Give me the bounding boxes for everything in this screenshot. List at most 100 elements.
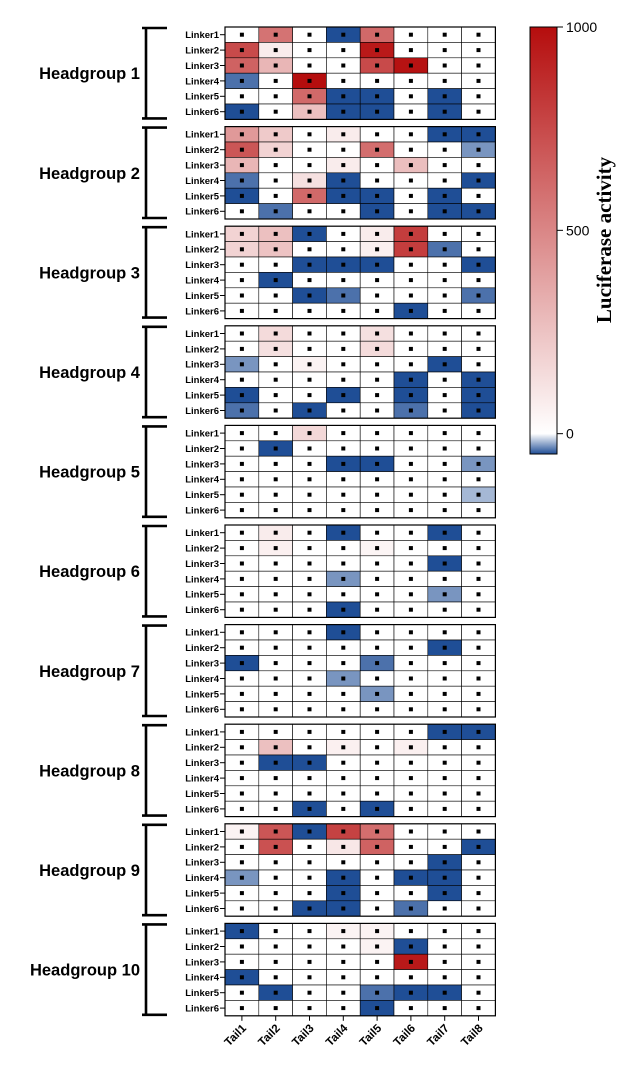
cell-marker xyxy=(273,362,278,367)
cell-marker xyxy=(442,492,447,497)
tail-axis: Tail1 Tail2 Tail3 Tail4 Tail5 Tail6 Tail7 Tail8 xyxy=(223,1015,486,1049)
cell-marker xyxy=(442,48,447,53)
cell-marker xyxy=(341,32,346,37)
cell-marker xyxy=(442,293,447,298)
cell-marker xyxy=(375,530,380,535)
cell-marker xyxy=(273,431,278,436)
cell-marker xyxy=(341,760,346,765)
cell-marker xyxy=(273,408,278,413)
cell-marker xyxy=(273,607,278,612)
cell-marker xyxy=(239,178,244,183)
cell-marker xyxy=(442,891,447,896)
linker-label: Linker4 xyxy=(185,276,220,287)
cell-marker xyxy=(375,331,380,336)
cell-marker xyxy=(239,94,244,99)
cell-marker xyxy=(375,362,380,367)
tail-label: Tail1 xyxy=(223,1022,250,1049)
cell-marker xyxy=(375,446,380,451)
cell-marker xyxy=(239,729,244,734)
cell-marker xyxy=(307,561,312,566)
cell-marker xyxy=(239,308,244,313)
heatmap-panels: Linker1 Linker2 Linker3 Linker4 Linker5 Linke… xyxy=(30,26,496,1017)
cell-marker xyxy=(375,247,380,252)
cell-marker xyxy=(341,661,346,666)
cell-marker xyxy=(442,929,447,934)
cell-marker xyxy=(476,147,481,152)
cell-marker xyxy=(341,431,346,436)
cell-marker xyxy=(341,729,346,734)
cell-marker xyxy=(375,592,380,597)
cell-marker xyxy=(476,431,481,436)
cell-marker xyxy=(273,729,278,734)
headgroup-bracket xyxy=(142,524,167,618)
cell-marker xyxy=(273,492,278,497)
cell-marker xyxy=(307,676,312,681)
cell-marker xyxy=(476,891,481,896)
cell-marker xyxy=(239,791,244,796)
cell-marker xyxy=(239,645,244,650)
cell-marker xyxy=(239,661,244,666)
linker-label: Linker1 xyxy=(185,927,220,938)
cell-marker xyxy=(239,293,244,298)
cell-marker xyxy=(341,508,346,513)
cell-marker xyxy=(408,729,413,734)
cell-marker xyxy=(408,209,413,214)
cell-marker xyxy=(476,630,481,635)
cell-marker xyxy=(375,691,380,696)
cell-marker xyxy=(476,607,481,612)
cell-marker xyxy=(442,729,447,734)
headgroup-label: Headgroup 4 xyxy=(39,364,141,382)
headgroup-label: Headgroup 10 xyxy=(30,962,140,980)
cell-marker xyxy=(239,944,244,949)
cell-marker xyxy=(375,163,380,168)
cell-marker xyxy=(341,446,346,451)
cell-marker xyxy=(476,959,481,964)
cell-marker xyxy=(239,860,244,865)
cell-marker xyxy=(341,745,346,750)
cell-marker xyxy=(375,944,380,949)
cell-marker xyxy=(307,377,312,382)
cell-marker xyxy=(307,408,312,413)
cell-marker xyxy=(341,691,346,696)
cell-marker xyxy=(375,231,380,236)
cell-marker xyxy=(273,231,278,236)
cell-marker xyxy=(476,362,481,367)
cell-marker xyxy=(307,829,312,834)
cell-marker xyxy=(442,959,447,964)
cell-marker xyxy=(273,346,278,351)
cell-marker xyxy=(375,178,380,183)
linker-label: Linker2 xyxy=(185,743,219,754)
cell-marker xyxy=(476,393,481,398)
cell-marker xyxy=(273,929,278,934)
cell-marker xyxy=(442,32,447,37)
linker-label: Linker5 xyxy=(185,391,220,402)
cell-marker xyxy=(273,906,278,911)
headgroup-panel: Linker1 Linker2 Linker3 Linker4 Linker5 Linke… xyxy=(30,922,496,1017)
cell-marker xyxy=(408,508,413,513)
cell-marker xyxy=(273,32,278,37)
cell-marker xyxy=(442,829,447,834)
headgroup-bracket xyxy=(142,823,167,917)
cell-marker xyxy=(375,645,380,650)
cell-marker xyxy=(442,109,447,114)
cell-marker xyxy=(239,231,244,236)
cell-marker xyxy=(239,109,244,114)
cell-marker xyxy=(375,630,380,635)
cell-marker xyxy=(341,576,346,581)
cell-marker xyxy=(239,331,244,336)
cell-marker xyxy=(307,645,312,650)
cell-marker xyxy=(239,78,244,83)
linker-label: Linker1 xyxy=(185,229,220,240)
cell-marker xyxy=(375,607,380,612)
cell-marker xyxy=(442,377,447,382)
cell-marker xyxy=(476,875,481,880)
cell-marker xyxy=(408,561,413,566)
linker-label: Linker4 xyxy=(185,973,220,984)
cell-marker xyxy=(239,806,244,811)
cell-marker xyxy=(273,63,278,68)
cell-marker xyxy=(307,393,312,398)
headgroup-panel: Linker1 Linker2 Linker3 Linker4 Linker5 Linke… xyxy=(39,623,496,718)
cell-marker xyxy=(375,959,380,964)
cell-marker xyxy=(307,63,312,68)
cell-marker xyxy=(239,446,244,451)
